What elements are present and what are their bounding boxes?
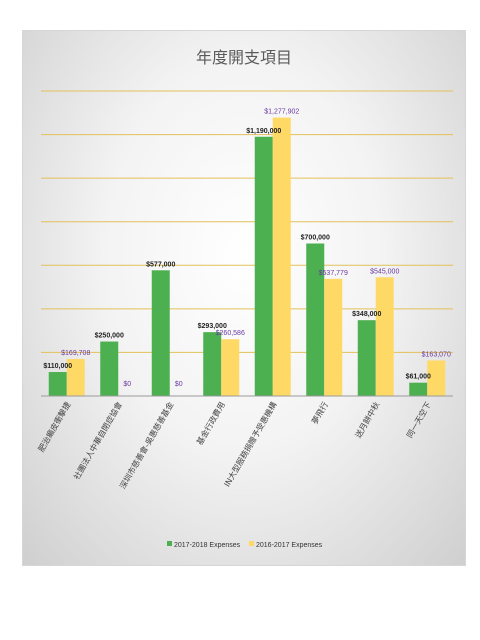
- x-tick-label-5: 夢飛行: [309, 400, 330, 426]
- bar-2017-4: [254, 136, 273, 396]
- bar-2016-7: [427, 360, 446, 396]
- legend-label-2016: 2016-2017 Expenses: [256, 542, 323, 549]
- data-label-2016-0: $169,708: [61, 350, 90, 357]
- bar-2017-5: [306, 243, 325, 396]
- bars: [48, 117, 446, 397]
- x-tick-label-1: 社團法人中華自閉症協會: [71, 400, 124, 481]
- data-label-2016-1: $0: [123, 381, 131, 388]
- data-label-2017-1: $250,000: [95, 333, 124, 340]
- bar-2017-1: [100, 341, 119, 396]
- data-label-2017-3: $293,000: [198, 323, 227, 330]
- data-label-2016-5: $537,779: [319, 270, 348, 277]
- legend: 2017-2018 Expenses 2016-2017 Expenses: [167, 541, 323, 549]
- data-label-2016-3: $260,586: [216, 330, 245, 337]
- legend-label-2017: 2017-2018 Expenses: [174, 542, 241, 549]
- x-tick-label-3: 基金行政費用: [194, 400, 227, 447]
- bar-2016-0: [66, 359, 85, 396]
- chart-panel: 年度開支項目 $110,000 $169,708 $250,000 $0 $577,00…: [22, 30, 466, 566]
- bar-2017-0: [48, 372, 67, 396]
- bar-2016-5: [324, 278, 343, 396]
- x-tick-label-0: 肥治癩皮衝擊捷: [36, 400, 73, 453]
- x-tick-label-7: 同一天空下: [404, 400, 433, 440]
- bar-2017-7: [409, 382, 428, 396]
- data-label-2016-2: $0: [175, 381, 183, 388]
- data-label-2016-6: $545,000: [370, 268, 399, 275]
- data-label-2017-6: $348,000: [352, 311, 381, 318]
- data-label-2016-7: $163,070: [422, 351, 451, 358]
- chart-title: 年度開支項目: [196, 48, 292, 67]
- bar-2017-2: [151, 270, 170, 396]
- data-label-2017-0: $110,000: [43, 363, 72, 370]
- x-tick-label-6: 送月餅中秋: [353, 400, 382, 440]
- data-label-2017-7: $61,000: [406, 374, 431, 381]
- legend-swatch-2016: [249, 541, 254, 546]
- bar-chart: 年度開支項目 $110,000 $169,708 $250,000 $0 $577,00…: [36, 48, 453, 549]
- bar-2016-4: [272, 117, 291, 397]
- value-labels: $110,000 $169,708 $250,000 $0 $577,000 $0 $293…: [43, 109, 451, 388]
- x-tick-label-4: IN大型服務捐贈予受惠機構: [222, 400, 279, 488]
- x-tick-label-2: 深圳市慈善會-吳惠慈善基金: [117, 400, 175, 491]
- bar-2016-6: [375, 277, 394, 396]
- legend-swatch-2017: [167, 541, 172, 546]
- data-label-2017-5: $700,000: [301, 235, 330, 242]
- bar-2017-6: [357, 320, 376, 396]
- data-label-2016-4: $1,277,902: [264, 109, 299, 116]
- bar-2017-3: [203, 332, 222, 396]
- bar-2016-3: [221, 339, 240, 396]
- data-label-2017-4: $1,190,000: [246, 128, 281, 135]
- gridlines: [41, 90, 453, 353]
- data-label-2017-2: $577,000: [146, 261, 175, 268]
